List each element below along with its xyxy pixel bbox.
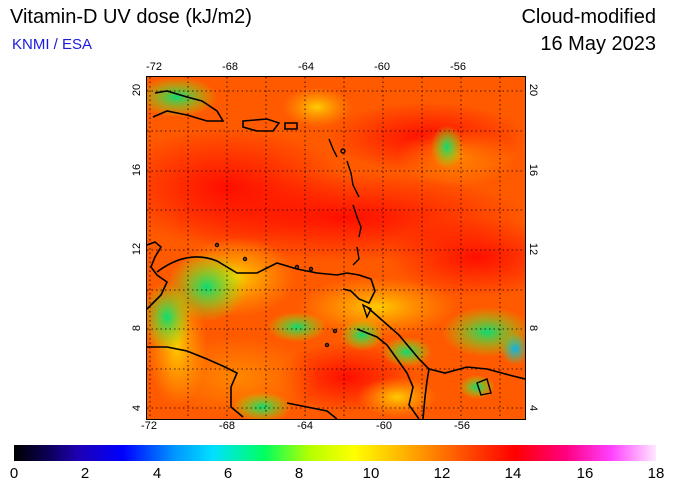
lat-tick-right: 4 (527, 404, 539, 412)
colorbar-label: 12 (433, 465, 451, 482)
uv-field-lowest (431, 125, 463, 169)
lat-tick-right: 20 (527, 83, 539, 97)
graticule (147, 77, 525, 419)
uv-field-lowest (267, 312, 327, 342)
uv-field-high (387, 217, 525, 297)
colorbar-label: 10 (362, 465, 380, 482)
lat-tick-right: 8 (527, 324, 539, 332)
uv-field-lowest (340, 319, 384, 351)
uv-field-lowest (147, 77, 217, 117)
uv-field-low (297, 277, 457, 337)
lat-tick-left: 16 (131, 163, 143, 177)
lon-tick-top: -64 (298, 61, 314, 73)
lon-tick-bottom: -56 (454, 420, 470, 432)
colorbar-label: 2 (80, 465, 90, 482)
uv-field-lowest (147, 282, 192, 352)
source-label: KNMI / ESA (12, 36, 93, 53)
lat-tick-right: 16 (527, 163, 539, 177)
colorbar-label: 16 (576, 465, 594, 482)
islands (214, 138, 492, 396)
uv-field-low (357, 377, 437, 417)
colorbar-label: 18 (647, 465, 665, 482)
colorbar-label: 14 (504, 465, 522, 482)
uv-field-lowest (459, 375, 495, 399)
lon-tick-top: -60 (374, 61, 390, 73)
lat-tick-left: 20 (131, 83, 143, 97)
mode-label: Cloud-modified (521, 6, 656, 28)
colorbar (14, 445, 656, 461)
colorbar-label: 4 (152, 465, 162, 482)
lon-tick-top: -72 (146, 61, 162, 73)
colorbar-label: 0 (9, 465, 19, 482)
uv-field-lowest (232, 392, 292, 419)
uv-dose-map (146, 76, 526, 420)
lon-tick-bottom: -60 (376, 420, 392, 432)
title: Vitamin-D UV dose (kJ/m2) (10, 6, 252, 28)
colorbar-label: 8 (294, 465, 304, 482)
uv-field-lowest (501, 333, 525, 365)
lat-tick-right: 12 (527, 242, 539, 256)
lat-tick-left: 12 (131, 242, 143, 256)
lon-tick-top: -56 (450, 61, 466, 73)
lat-tick-left: 8 (131, 324, 143, 332)
uv-field-lowest (382, 337, 432, 367)
date-label: 16 May 2023 (540, 33, 656, 55)
lon-tick-bottom: -68 (219, 420, 235, 432)
lon-tick-top: -68 (222, 61, 238, 73)
colorbar-label: 6 (223, 465, 233, 482)
uv-field-low (282, 87, 352, 127)
lon-tick-bottom: -72 (141, 420, 157, 432)
lat-tick-left: 4 (131, 404, 143, 412)
lon-tick-bottom: -64 (297, 420, 313, 432)
